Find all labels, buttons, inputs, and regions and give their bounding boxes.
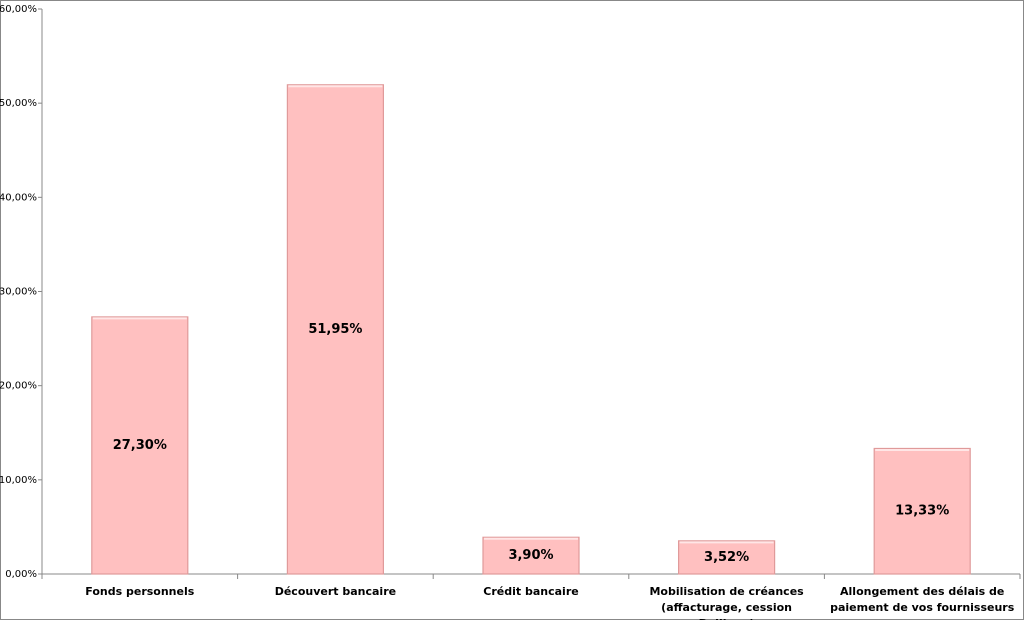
x-tick-label: Crédit bancaire	[483, 585, 579, 598]
y-tick-label: 10,00%	[0, 475, 37, 486]
bar	[873, 447, 971, 575]
y-tick-label: 60,00%	[0, 4, 37, 15]
x-tick-label: Fonds personnels	[85, 585, 195, 598]
y-tick-label: 30,00%	[0, 287, 37, 298]
value-label: 51,95%	[308, 322, 362, 337]
bar	[286, 84, 384, 575]
x-tick-label: Mobilisation de créances (affacturage, c…	[649, 585, 804, 620]
y-tick-label: 20,00%	[0, 381, 37, 392]
bar	[91, 316, 189, 575]
bar	[677, 540, 776, 575]
value-label: 3,52%	[704, 550, 749, 565]
y-tick-label: 0,00%	[5, 569, 37, 580]
y-tick-label: 50,00%	[0, 98, 37, 109]
bar	[482, 536, 580, 575]
x-tick-label: Allongement des délais de paiement de vo…	[830, 585, 1015, 614]
value-label: 13,33%	[895, 504, 949, 519]
x-tick-label: Découvert bancaire	[274, 585, 397, 598]
y-tick-label: 40,00%	[0, 192, 37, 203]
value-label: 3,90%	[508, 548, 553, 563]
value-label: 27,30%	[113, 438, 167, 453]
